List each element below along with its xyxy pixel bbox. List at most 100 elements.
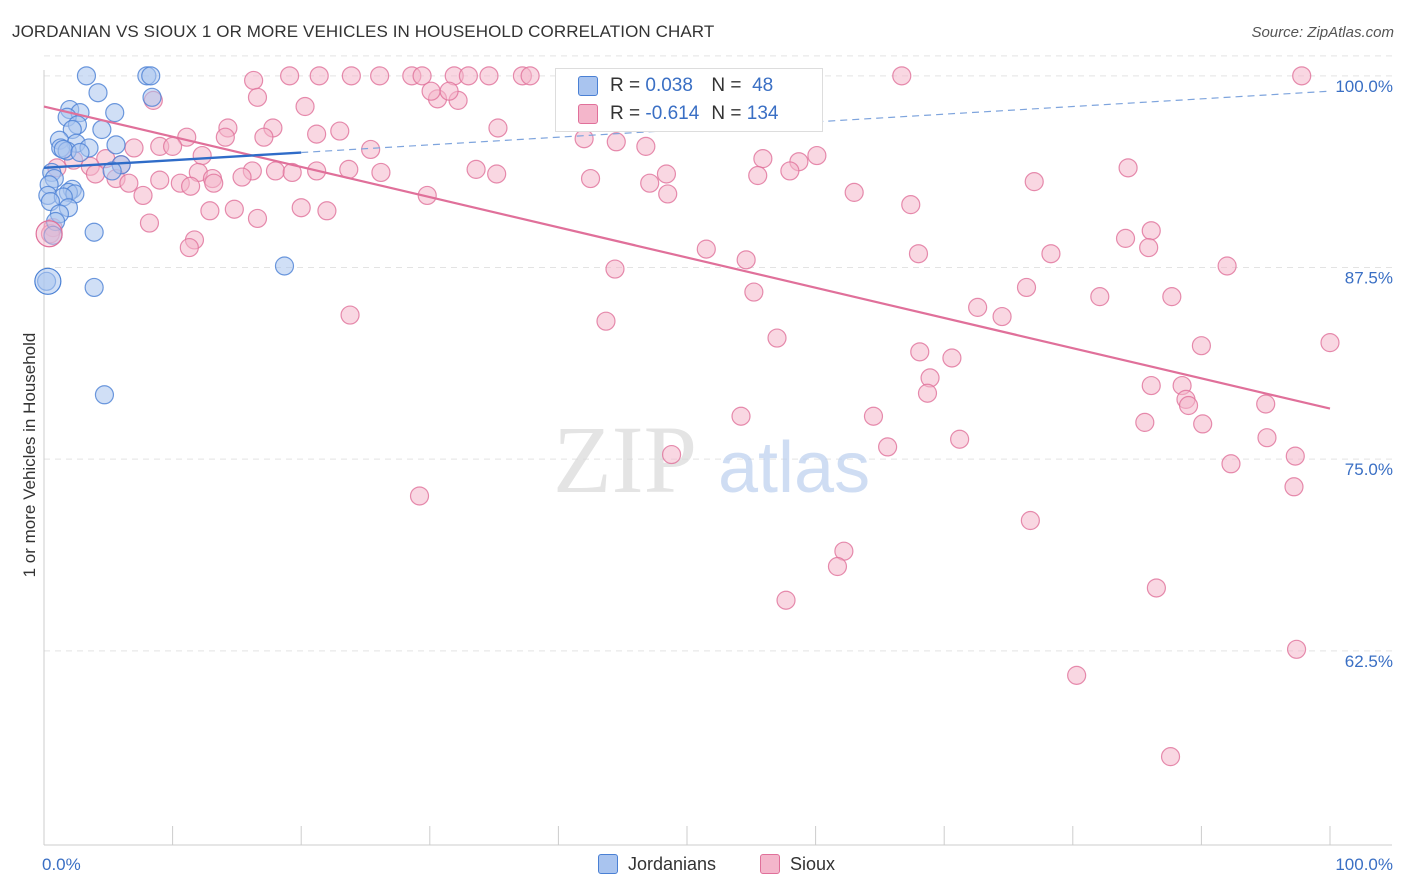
sioux-point [317, 201, 337, 221]
legend-row-sioux: R = -0.614 N = 134 [578, 101, 778, 127]
n-label: N = [711, 103, 742, 124]
r-label: R = [610, 75, 641, 96]
y-tick-label: 62.5% [1345, 652, 1393, 671]
sioux-point [1135, 412, 1155, 432]
sioux-point [1162, 287, 1182, 307]
sioux-point [133, 185, 153, 206]
sioux-swatch [578, 104, 598, 124]
sioux-point [827, 556, 848, 577]
data-points [34, 66, 1340, 767]
sioux-point [1141, 375, 1161, 396]
grid-lines [44, 55, 1392, 652]
sioux-point [232, 167, 252, 187]
sioux-point [488, 118, 508, 138]
sioux-point [282, 162, 302, 183]
jordanians-point [105, 103, 125, 123]
sioux-point [696, 239, 716, 259]
sioux-point [878, 437, 898, 457]
sioux-point [247, 208, 268, 229]
jordanians-legend-label: Jordanians [628, 853, 717, 874]
sioux-point [163, 136, 183, 156]
y-tick-label: 75.0% [1345, 460, 1393, 479]
source-label: Source: ZipAtlas.com [1251, 24, 1394, 41]
sioux-point [658, 184, 678, 204]
sioux-point [409, 486, 430, 506]
jordanians-trend-line-dashed [301, 90, 1331, 154]
sioux-point [204, 173, 224, 193]
sioux-point [908, 244, 929, 264]
watermark-atlas: atlas [718, 428, 870, 508]
jordanians-point [88, 83, 108, 103]
y-axis-label: 1 or more Vehicles in Household [20, 332, 39, 578]
jordanians-swatch [578, 76, 598, 96]
sioux-point [1139, 237, 1159, 258]
jordanians-point [76, 66, 97, 86]
sioux-point [307, 124, 327, 144]
sioux-legend-label: Sioux [790, 853, 836, 874]
jordanians-trend-line-solid [43, 151, 302, 170]
sioux-point [1090, 287, 1110, 307]
watermark: ZIP atlas [553, 406, 870, 513]
y-tick-label: 100.0% [1335, 77, 1393, 96]
jordanians-point [92, 119, 112, 140]
sioux-point [254, 127, 274, 147]
sioux-point [1020, 510, 1040, 531]
jordanians-point [94, 385, 115, 405]
sioux-point [606, 132, 626, 152]
sioux-point [412, 66, 432, 86]
sioux-point [807, 145, 827, 166]
sioux-point [371, 162, 391, 183]
sioux-point [1193, 414, 1213, 434]
n-label: N = [711, 75, 742, 96]
jordanians-point [106, 135, 126, 155]
sioux-point [1284, 477, 1304, 497]
sioux-point [370, 66, 390, 86]
sioux-point [139, 213, 160, 233]
jordanians-point [70, 142, 90, 163]
legend-sioux[interactable]: Sioux [760, 852, 835, 876]
sioux-point [150, 170, 170, 190]
sioux-r-value: -0.614 [645, 103, 700, 124]
jordanians-point [102, 161, 122, 181]
sioux-point [1118, 158, 1138, 178]
sioux-point [520, 66, 540, 86]
sioux-point [1256, 394, 1276, 414]
sioux-point [605, 259, 625, 279]
sioux-legend-swatch [760, 854, 780, 874]
sioux-point [1115, 228, 1136, 248]
jordanians-n-value: 48 [752, 75, 774, 96]
sioux-point [656, 164, 677, 184]
sioux-point [636, 136, 656, 156]
sioux-point [1024, 172, 1044, 192]
sioux-n-value: 134 [746, 103, 779, 124]
sioux-point [736, 250, 756, 270]
sioux-point [580, 168, 601, 189]
sioux-point [748, 165, 768, 186]
sioux-point [1285, 446, 1305, 466]
jordanians-r-value: 0.038 [645, 75, 693, 96]
sioux-point [1286, 639, 1307, 659]
sioux-point [596, 311, 616, 331]
trend-lines [43, 90, 1331, 410]
sioux-point [85, 164, 106, 184]
sioux-point [309, 66, 329, 86]
sioux-point [341, 66, 361, 86]
sioux-point [950, 429, 970, 449]
sioux-point [1146, 578, 1166, 598]
sioux-point [1292, 66, 1312, 86]
sioux-point [901, 195, 921, 215]
legend-jordanians[interactable]: Jordanians [598, 852, 716, 876]
sioux-point [244, 70, 264, 91]
sioux-point [744, 282, 764, 302]
jordanians-point [141, 66, 161, 86]
sioux-point [1217, 256, 1237, 276]
sioux-point [340, 305, 360, 325]
sioux-point [224, 199, 244, 219]
sioux-point [200, 201, 220, 221]
sioux-point [265, 161, 286, 181]
sioux-point [1067, 665, 1087, 685]
sioux-point [767, 328, 787, 348]
sioux-trend-line [43, 105, 1331, 410]
sioux-point [179, 237, 199, 258]
sioux-point [892, 66, 912, 86]
